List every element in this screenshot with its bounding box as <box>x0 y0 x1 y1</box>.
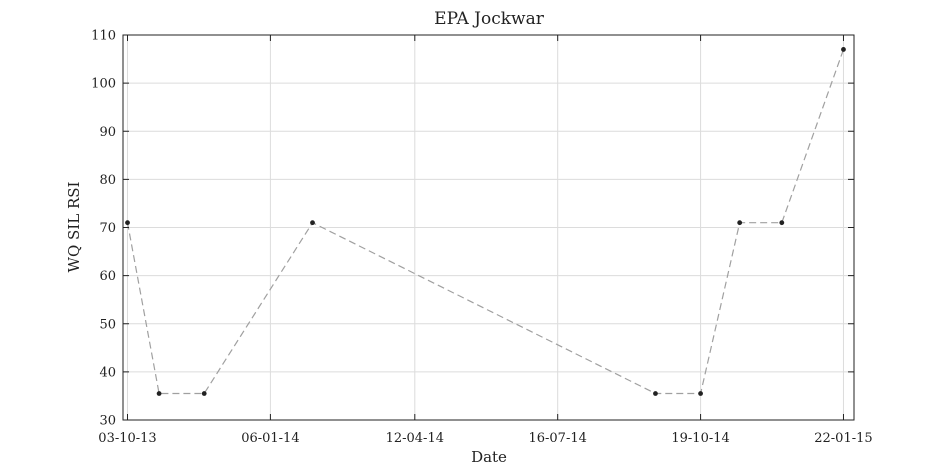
series-line <box>126 49 845 395</box>
x-tick-label: 06-01-14 <box>241 431 299 446</box>
data-point <box>156 391 162 396</box>
y-tick-label: 100 <box>91 77 116 92</box>
data-point <box>653 391 658 396</box>
data-point <box>841 47 846 52</box>
data-points <box>125 47 846 396</box>
data-point <box>779 220 785 226</box>
data-point <box>201 391 207 396</box>
x-tick-label: 16-07-14 <box>528 431 586 446</box>
y-tick-label: 80 <box>99 173 116 188</box>
x-axis: 03-10-13 06-01-14 12-04-14 16-07-14 19-10-14… <box>98 35 873 446</box>
y-tick-label: 90 <box>99 125 116 140</box>
data-point <box>737 220 743 226</box>
x-axis-label: Date <box>471 448 507 466</box>
data-point <box>125 220 130 226</box>
y-axis: 30 40 50 60 70 80 90 100 110 <box>91 29 854 429</box>
x-tick-label: 22-01-15 <box>814 431 872 446</box>
y-tick-label: 70 <box>99 221 116 236</box>
x-tick-label: 12-04-14 <box>386 431 444 446</box>
y-tick-label: 60 <box>99 269 116 284</box>
y-tick-label: 40 <box>99 365 116 380</box>
y-tick-label: 110 <box>91 29 116 44</box>
y-tick-label: 50 <box>99 317 116 332</box>
data-point <box>310 220 315 226</box>
x-tick-label: 03-10-13 <box>98 431 156 446</box>
x-tick-label: 19-10-14 <box>671 431 729 446</box>
y-tick-label: 30 <box>99 414 116 429</box>
chart-title: EPA Jockwar <box>434 9 545 29</box>
grid <box>123 35 854 420</box>
y-axis-label: WQ SIL RSI <box>65 181 83 272</box>
data-point <box>698 391 703 396</box>
